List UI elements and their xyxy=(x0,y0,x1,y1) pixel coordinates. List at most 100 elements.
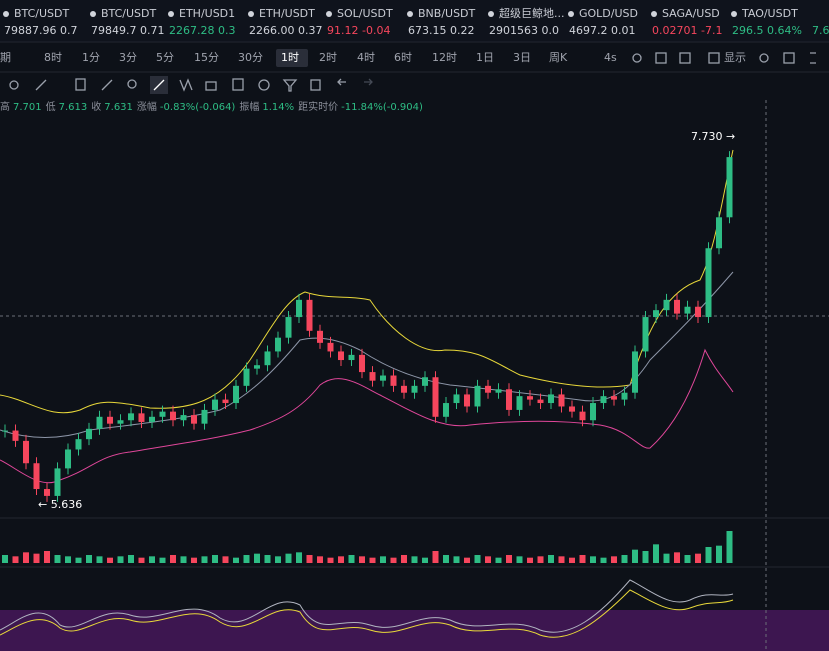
timeframe[interactable]: 1分 xyxy=(82,51,100,64)
low-label: ← 5.636 xyxy=(38,498,82,511)
ticker-icon xyxy=(568,11,574,17)
ticker-name[interactable]: ETH/USD1 xyxy=(179,7,235,20)
volume-bar xyxy=(243,555,250,563)
tool-icon[interactable] xyxy=(708,52,720,64)
volume-bar xyxy=(75,557,82,563)
ticker-quote[interactable]: 2901563 0.0 xyxy=(489,24,559,37)
timeframe[interactable]: 12时 xyxy=(432,51,457,64)
candle-body xyxy=(233,385,239,404)
tool-icon[interactable] xyxy=(232,78,244,91)
ticker-name[interactable]: SOL/USDT xyxy=(337,7,393,20)
toolbar-icons xyxy=(9,52,816,94)
ticker-name[interactable]: GOLD/USD xyxy=(579,7,638,20)
timeframe[interactable]: 1时 xyxy=(281,51,299,64)
volume-bar xyxy=(275,556,281,563)
candle-body xyxy=(138,413,145,422)
tool-icon[interactable] xyxy=(632,53,642,63)
candle-body xyxy=(495,389,502,393)
tool-icon[interactable] xyxy=(364,78,373,86)
tool-icon[interactable] xyxy=(258,79,270,91)
info-label: 收 xyxy=(91,102,102,113)
ticker-quote[interactable]: 7.6 xyxy=(812,24,829,37)
tool-icon[interactable] xyxy=(337,78,346,86)
timeframe[interactable]: 15分 xyxy=(194,51,219,64)
volume-bar xyxy=(359,556,365,563)
info-value: 1.14% xyxy=(262,102,295,113)
candle-body xyxy=(117,420,124,424)
volume-bar xyxy=(264,555,271,563)
volume-bar xyxy=(170,555,176,563)
ticker-name[interactable]: TAO/USDT xyxy=(741,7,798,20)
ticker-quote[interactable]: 296.5 0.64% xyxy=(732,24,802,37)
ticker-icon xyxy=(488,11,494,17)
candle-body xyxy=(44,489,50,496)
timeframe[interactable]: 30分 xyxy=(238,51,263,64)
volume-bar xyxy=(422,557,428,563)
timeframe[interactable]: 5分 xyxy=(156,51,174,64)
tool-icon[interactable] xyxy=(282,79,298,92)
tool-icon[interactable] xyxy=(9,80,19,90)
timeframe[interactable]: 2时 xyxy=(319,51,337,64)
tool-icon[interactable] xyxy=(153,79,165,91)
ticker-name[interactable]: SAGA/USD xyxy=(662,7,720,20)
tool-icon[interactable] xyxy=(127,79,137,89)
volume-bar xyxy=(401,555,407,563)
candle-body xyxy=(485,385,491,393)
ticker-quote[interactable]: 673.15 0.22 xyxy=(408,24,474,37)
volume-bar xyxy=(380,556,386,563)
candle-body xyxy=(390,375,397,386)
volume-bar xyxy=(590,556,596,563)
ticker-quote[interactable]: 79849.7 0.71 xyxy=(91,24,164,37)
tool-icon[interactable] xyxy=(655,52,667,64)
info-value: -0.83%(-0.064) xyxy=(159,102,236,113)
candle-body xyxy=(590,403,596,421)
timeframe[interactable]: 4s xyxy=(604,51,617,64)
timeframe[interactable]: 8时 xyxy=(44,51,62,64)
candle-body xyxy=(411,385,418,393)
info-label: 高 xyxy=(0,102,10,113)
timeframe[interactable]: 期 xyxy=(0,51,11,64)
ticker-quote[interactable]: 2267.28 0.3 xyxy=(169,24,235,37)
volume-bar xyxy=(138,557,145,563)
ticker-quote[interactable]: 0.02701 -7.1 xyxy=(652,24,722,37)
timeframe[interactable]: 6时 xyxy=(394,51,412,64)
tool-icon[interactable] xyxy=(205,81,217,91)
volume-bar xyxy=(611,556,617,563)
info-label: 低 xyxy=(45,102,56,113)
ticker-name[interactable]: BTC/USDT xyxy=(14,7,70,20)
ticker-name[interactable]: 超级巨鲸地... xyxy=(499,6,565,20)
timeframe[interactable]: 3日 xyxy=(513,51,531,64)
timeframe[interactable]: 3分 xyxy=(119,51,137,64)
ticker-name[interactable]: BNB/USDT xyxy=(418,7,476,20)
ticker-quote[interactable]: 2266.00 0.37 xyxy=(249,24,322,37)
tool-icon[interactable] xyxy=(783,52,795,64)
ticker-quote[interactable]: 91.12 -0.04 xyxy=(327,24,390,37)
volume-bar xyxy=(12,556,19,563)
tool-icon[interactable] xyxy=(759,53,769,63)
ticker-quote[interactable]: 79887.96 0.7 xyxy=(4,24,77,37)
tool-icon[interactable] xyxy=(310,79,321,91)
tool-icon[interactable] xyxy=(679,52,691,64)
candle-body xyxy=(149,416,155,422)
ticker-name[interactable]: BTC/USDT xyxy=(101,7,157,20)
candle-body xyxy=(2,430,8,432)
volume-bar xyxy=(128,555,134,563)
tool-icon[interactable] xyxy=(179,78,193,92)
tool-icon[interactable] xyxy=(810,52,816,64)
ticker-name[interactable]: ETH/USDT xyxy=(259,7,315,20)
candle-body xyxy=(684,306,691,314)
info-value: 7.701 xyxy=(13,102,42,113)
tool-icon[interactable] xyxy=(75,78,86,91)
tool-icon[interactable] xyxy=(101,79,113,91)
volume-bar xyxy=(33,553,40,563)
tool-icon[interactable] xyxy=(35,79,47,91)
info-label: 距实时价 xyxy=(298,102,339,113)
timeframe[interactable]: 4时 xyxy=(357,51,375,64)
ticker-quote[interactable]: 4697.2 0.01 xyxy=(569,24,635,37)
timeframe[interactable]: 1日 xyxy=(476,51,494,64)
timeframe[interactable]: 显示 xyxy=(724,51,746,64)
candle-body xyxy=(254,365,260,369)
volume-bar xyxy=(369,557,376,563)
candle-body xyxy=(716,217,722,249)
timeframe[interactable]: 周K xyxy=(549,51,568,64)
